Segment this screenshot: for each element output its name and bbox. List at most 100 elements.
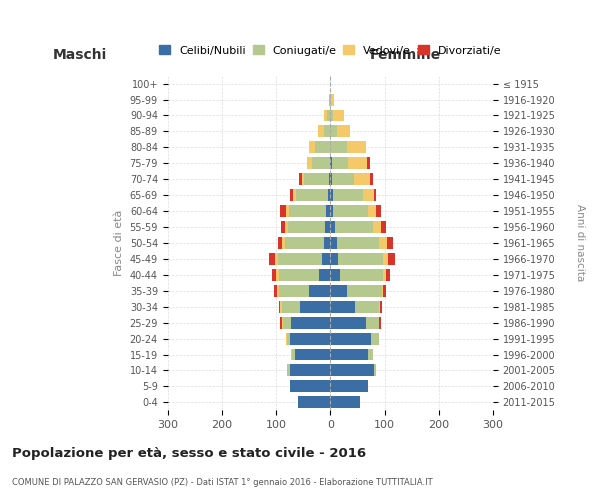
- Bar: [290, 380, 331, 392]
- Bar: [348, 158, 367, 170]
- Bar: [329, 94, 331, 106]
- Bar: [383, 269, 386, 281]
- Bar: [331, 205, 333, 217]
- Bar: [329, 173, 331, 185]
- Bar: [285, 237, 324, 249]
- Bar: [331, 348, 368, 360]
- Bar: [319, 269, 331, 281]
- Bar: [331, 142, 347, 154]
- Bar: [327, 110, 331, 122]
- Bar: [328, 189, 331, 201]
- Bar: [274, 285, 277, 296]
- Bar: [302, 173, 304, 185]
- Bar: [337, 237, 379, 249]
- Text: Femmine: Femmine: [370, 48, 441, 62]
- Bar: [379, 316, 381, 328]
- Bar: [319, 126, 324, 138]
- Bar: [368, 348, 373, 360]
- Bar: [282, 237, 285, 249]
- Bar: [368, 205, 376, 217]
- Bar: [286, 205, 289, 217]
- Bar: [279, 285, 308, 296]
- Bar: [308, 285, 331, 296]
- Bar: [331, 126, 337, 138]
- Bar: [379, 237, 387, 249]
- Bar: [331, 253, 338, 265]
- Legend: Celibi/Nubili, Coniugati/e, Vedovi/e, Divorziati/e: Celibi/Nubili, Coniugati/e, Vedovi/e, Di…: [155, 41, 506, 60]
- Bar: [387, 237, 392, 249]
- Bar: [331, 269, 340, 281]
- Bar: [296, 189, 328, 201]
- Bar: [283, 316, 291, 328]
- Bar: [331, 316, 365, 328]
- Bar: [370, 173, 373, 185]
- Bar: [331, 396, 360, 408]
- Y-axis label: Anni di nascita: Anni di nascita: [575, 204, 585, 282]
- Y-axis label: Fasce di età: Fasce di età: [114, 210, 124, 276]
- Bar: [287, 364, 290, 376]
- Bar: [383, 285, 386, 296]
- Bar: [288, 221, 325, 233]
- Bar: [299, 173, 302, 185]
- Bar: [291, 316, 331, 328]
- Bar: [331, 158, 332, 170]
- Bar: [383, 253, 388, 265]
- Bar: [355, 300, 379, 312]
- Bar: [289, 205, 326, 217]
- Bar: [347, 285, 382, 296]
- Bar: [295, 348, 331, 360]
- Bar: [278, 253, 322, 265]
- Bar: [367, 158, 370, 170]
- Bar: [277, 285, 279, 296]
- Bar: [272, 269, 276, 281]
- Bar: [371, 332, 379, 344]
- Bar: [281, 221, 286, 233]
- Bar: [379, 300, 380, 312]
- Bar: [307, 158, 313, 170]
- Bar: [380, 300, 382, 312]
- Bar: [331, 380, 368, 392]
- Bar: [374, 364, 376, 376]
- Bar: [291, 348, 292, 360]
- Bar: [331, 237, 337, 249]
- Bar: [324, 126, 331, 138]
- Bar: [335, 221, 373, 233]
- Bar: [298, 396, 331, 408]
- Bar: [347, 142, 365, 154]
- Bar: [290, 332, 331, 344]
- Bar: [287, 332, 290, 344]
- Bar: [363, 189, 374, 201]
- Bar: [325, 221, 331, 233]
- Bar: [313, 158, 330, 170]
- Bar: [340, 269, 383, 281]
- Bar: [281, 300, 301, 312]
- Bar: [331, 285, 347, 296]
- Bar: [304, 173, 329, 185]
- Bar: [282, 316, 283, 328]
- Bar: [331, 364, 374, 376]
- Bar: [275, 253, 278, 265]
- Bar: [365, 316, 379, 328]
- Bar: [331, 110, 333, 122]
- Bar: [290, 189, 293, 201]
- Bar: [276, 269, 279, 281]
- Bar: [286, 332, 287, 344]
- Bar: [338, 253, 383, 265]
- Bar: [314, 142, 330, 154]
- Bar: [331, 300, 355, 312]
- Bar: [278, 237, 282, 249]
- Text: Maschi: Maschi: [53, 48, 107, 62]
- Bar: [279, 300, 280, 312]
- Bar: [376, 205, 381, 217]
- Bar: [309, 142, 314, 154]
- Bar: [331, 173, 332, 185]
- Bar: [332, 158, 348, 170]
- Bar: [279, 269, 319, 281]
- Bar: [280, 316, 282, 328]
- Bar: [382, 285, 383, 296]
- Bar: [374, 189, 376, 201]
- Bar: [337, 126, 350, 138]
- Bar: [386, 269, 391, 281]
- Bar: [331, 189, 333, 201]
- Bar: [333, 205, 368, 217]
